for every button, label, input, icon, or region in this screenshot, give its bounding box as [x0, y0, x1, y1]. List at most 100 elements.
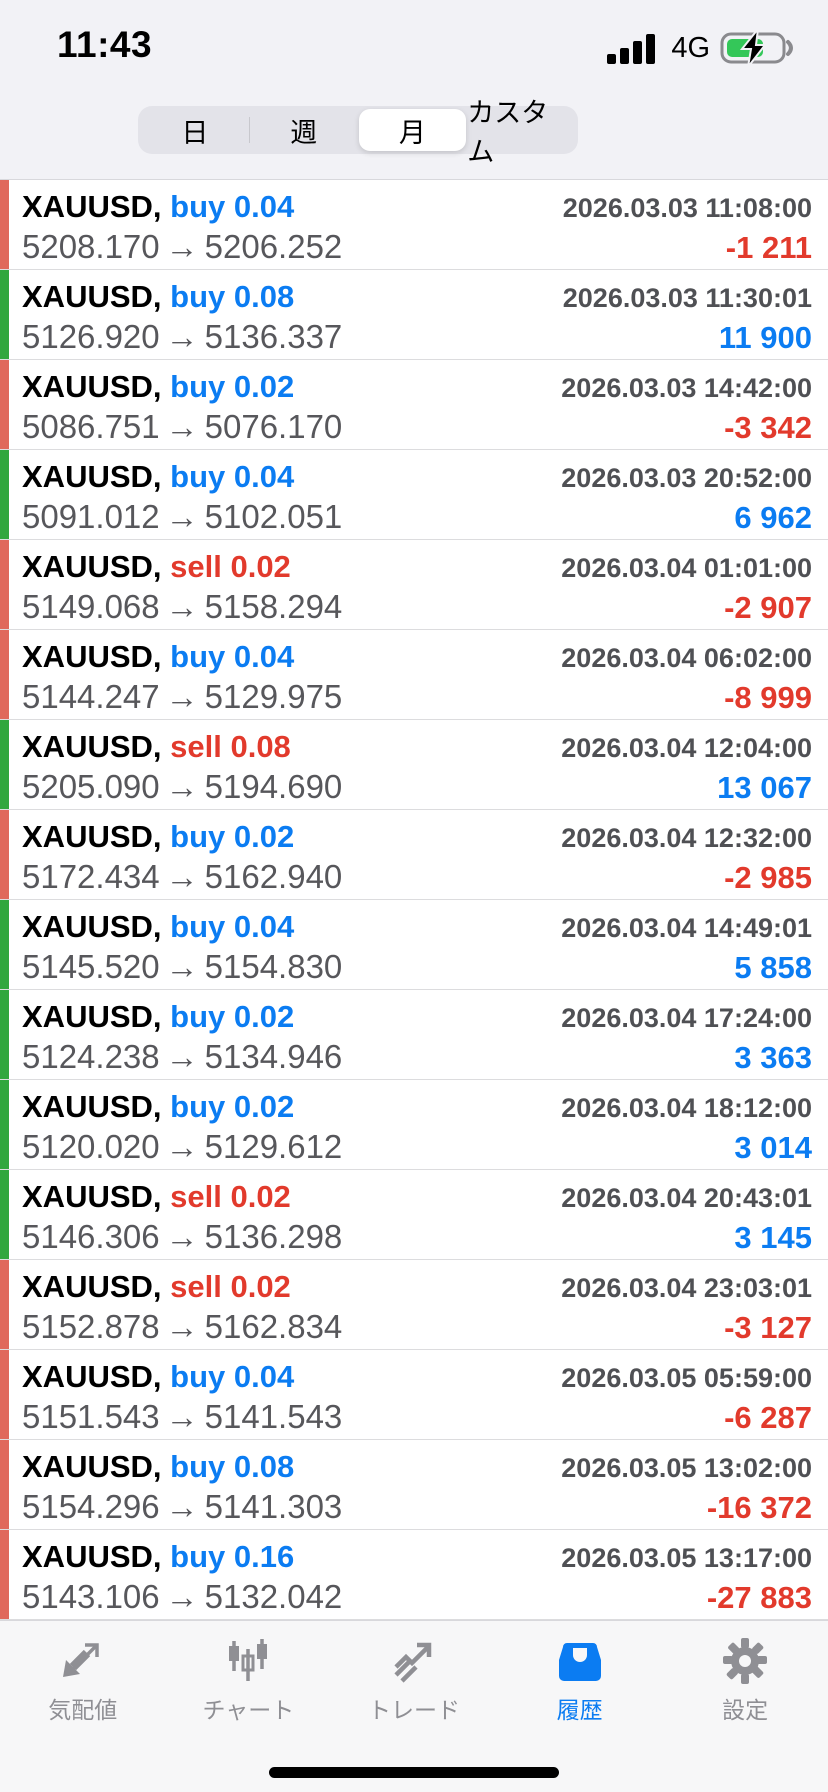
trade-side-volume: buy 0.02 — [170, 819, 295, 855]
trade-profit: 3 014 — [734, 1129, 812, 1165]
trade-side-volume: buy 0.16 — [170, 1539, 295, 1575]
open-price: 5149.068 — [22, 587, 160, 625]
open-price: 5205.090 — [22, 767, 160, 805]
trade-datetime: 2026.03.05 13:02:00 — [561, 1453, 812, 1484]
settings-icon — [719, 1635, 771, 1687]
open-price: 5145.520 — [22, 947, 160, 985]
trade-row[interactable]: XAUUSD, buy 0.04 2026.03.05 05:59:00 515… — [0, 1350, 828, 1440]
trade-row[interactable]: XAUUSD, sell 0.02 2026.03.04 23:03:01 51… — [0, 1260, 828, 1350]
tab-quotes[interactable]: 気配値 — [0, 1621, 166, 1792]
trade-profit: -2 907 — [724, 589, 812, 625]
trade-row[interactable]: XAUUSD, buy 0.02 2026.03.04 18:12:00 512… — [0, 1080, 828, 1170]
tab-settings[interactable]: 設定 — [662, 1621, 828, 1792]
trade-profit: 3 363 — [734, 1039, 812, 1075]
trade-history-list: XAUUSD, buy 0.04 2026.03.03 11:08:00 520… — [0, 180, 828, 1620]
close-price: 5076.170 — [204, 407, 343, 445]
trade-profit: 5 858 — [734, 949, 812, 985]
trade-row[interactable]: XAUUSD, buy 0.08 2026.03.03 11:30:01 512… — [0, 270, 828, 360]
result-color-bar — [0, 270, 9, 359]
trade-row[interactable]: XAUUSD, buy 0.16 2026.03.05 13:17:00 514… — [0, 1530, 828, 1620]
trade-datetime: 2026.03.04 18:12:00 — [561, 1093, 812, 1124]
price-arrow-icon: → — [165, 227, 199, 265]
result-color-bar — [0, 900, 9, 989]
tab-trade[interactable]: トレード — [331, 1621, 497, 1792]
open-price: 5143.106 — [22, 1577, 160, 1615]
trade-profit: -3 342 — [724, 409, 812, 445]
history-icon — [554, 1635, 606, 1687]
trade-profit: -27 883 — [706, 1579, 812, 1615]
price-arrow-icon: → — [165, 857, 199, 895]
close-price: 5206.252 — [204, 227, 343, 265]
trade-datetime: 2026.03.04 01:01:00 — [561, 553, 812, 584]
price-arrow-icon: → — [165, 1487, 199, 1525]
home-indicator[interactable] — [269, 1767, 559, 1778]
tab-history[interactable]: 履歴 — [497, 1621, 663, 1792]
trade-side-volume: buy 0.04 — [170, 189, 295, 225]
trade-row[interactable]: XAUUSD, buy 0.04 2026.03.03 20:52:00 509… — [0, 450, 828, 540]
trade-row[interactable]: XAUUSD, buy 0.04 2026.03.04 14:49:01 514… — [0, 900, 828, 990]
trade-row[interactable]: XAUUSD, buy 0.04 2026.03.04 06:02:00 514… — [0, 630, 828, 720]
trade-profit: -8 999 — [724, 679, 812, 715]
period-tab-custom[interactable]: カスタム — [467, 98, 549, 167]
price-arrow-icon: → — [165, 947, 199, 985]
trade-side-volume: buy 0.02 — [170, 1089, 295, 1125]
trade-icon — [388, 1635, 440, 1687]
tab-label: 気配値 — [48, 1697, 118, 1723]
status-time: 11:43 — [57, 24, 153, 65]
trade-row[interactable]: XAUUSD, buy 0.02 2026.03.04 12:32:00 517… — [0, 810, 828, 900]
result-color-bar — [0, 540, 9, 629]
result-color-bar — [0, 720, 9, 809]
open-price: 5126.920 — [22, 317, 160, 355]
price-arrow-icon: → — [165, 1577, 199, 1615]
open-price: 5124.238 — [22, 1037, 160, 1075]
close-price: 5141.303 — [204, 1487, 343, 1525]
tab-chart[interactable]: チャート — [166, 1621, 332, 1792]
trade-datetime: 2026.03.03 11:08:00 — [562, 193, 812, 224]
trade-row[interactable]: XAUUSD, sell 0.02 2026.03.04 20:43:01 51… — [0, 1170, 828, 1260]
trade-row[interactable]: XAUUSD, buy 0.02 2026.03.03 14:42:00 508… — [0, 360, 828, 450]
network-type-label: 4G — [671, 31, 710, 64]
trade-row[interactable]: XAUUSD, buy 0.02 2026.03.04 17:24:00 512… — [0, 990, 828, 1080]
trade-symbol: XAUUSD, — [22, 459, 162, 495]
tab-label: 設定 — [722, 1697, 769, 1723]
trade-side-volume: sell 0.02 — [170, 1179, 291, 1215]
trade-profit: -16 372 — [706, 1489, 812, 1525]
trade-datetime: 2026.03.04 06:02:00 — [561, 643, 812, 674]
trade-symbol: XAUUSD, — [22, 1269, 162, 1305]
close-price: 5158.294 — [204, 587, 343, 625]
result-color-bar — [0, 990, 9, 1079]
period-tab-day[interactable]: 日 — [181, 117, 209, 148]
price-arrow-icon: → — [165, 317, 199, 355]
trade-symbol: XAUUSD, — [22, 909, 162, 945]
result-color-bar — [0, 360, 9, 449]
trade-profit: 11 900 — [718, 319, 812, 355]
trade-row[interactable]: XAUUSD, buy 0.04 2026.03.03 11:08:00 520… — [0, 180, 828, 270]
trade-symbol: XAUUSD, — [22, 819, 162, 855]
close-price: 5129.975 — [204, 677, 343, 715]
close-price: 5129.612 — [204, 1127, 343, 1165]
open-price: 5120.020 — [22, 1127, 160, 1165]
trade-row[interactable]: XAUUSD, sell 0.08 2026.03.04 12:04:00 52… — [0, 720, 828, 810]
trade-profit: 3 145 — [734, 1219, 812, 1255]
trade-datetime: 2026.03.03 14:42:00 — [561, 373, 812, 404]
result-color-bar — [0, 810, 9, 899]
price-arrow-icon: → — [165, 1307, 199, 1345]
open-price: 5152.878 — [22, 1307, 160, 1345]
trade-datetime: 2026.03.04 23:03:01 — [561, 1273, 812, 1304]
period-tab-month[interactable]: 月 — [358, 109, 467, 151]
trade-datetime: 2026.03.05 05:59:00 — [561, 1363, 812, 1394]
close-price: 5141.543 — [204, 1397, 343, 1435]
result-color-bar — [0, 1170, 9, 1259]
result-color-bar — [0, 630, 9, 719]
trade-datetime: 2026.03.04 20:43:01 — [561, 1183, 812, 1214]
price-arrow-icon: → — [165, 1217, 199, 1255]
trade-row[interactable]: XAUUSD, sell 0.02 2026.03.04 01:01:00 51… — [0, 540, 828, 630]
trade-symbol: XAUUSD, — [22, 1179, 162, 1215]
trade-row[interactable]: XAUUSD, buy 0.08 2026.03.05 13:02:00 515… — [0, 1440, 828, 1530]
trade-datetime: 2026.03.03 20:52:00 — [561, 463, 812, 494]
period-tab-week[interactable]: 週 — [290, 117, 318, 148]
header: 11:43 4G 日 週 — [0, 0, 828, 180]
open-price: 5144.247 — [22, 677, 160, 715]
trade-side-volume: sell 0.02 — [170, 1269, 291, 1305]
close-price: 5132.042 — [204, 1577, 343, 1615]
